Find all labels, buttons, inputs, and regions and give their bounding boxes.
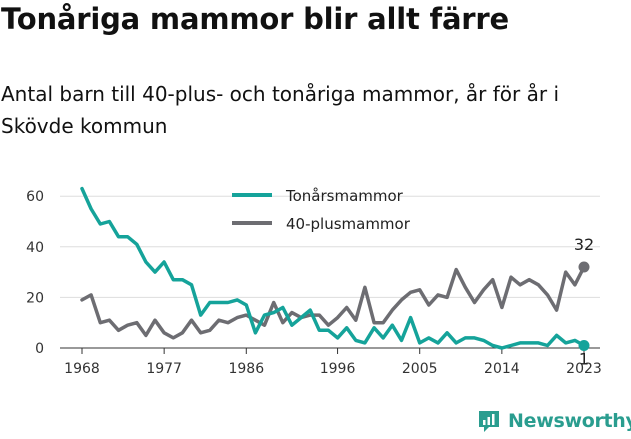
x-tick-label: 1968 xyxy=(64,361,100,377)
y-tick-label: 0 xyxy=(35,341,44,357)
x-tick-label: 2014 xyxy=(484,361,520,377)
forty-plus-end-point xyxy=(578,261,590,273)
legend-label: 40-plusmammor xyxy=(286,215,411,233)
teen-end-point xyxy=(578,339,590,351)
y-tick-label: 40 xyxy=(26,240,44,256)
x-tick-label: 2023 xyxy=(566,361,602,377)
teen-end-label: 1 xyxy=(579,349,589,368)
y-tick-label: 60 xyxy=(26,189,44,205)
brand-name: Newsworthy xyxy=(508,410,631,432)
y-tick-label: 20 xyxy=(26,290,44,306)
newsworthy-logo-icon xyxy=(479,411,499,432)
legend-label: Tonårsmammor xyxy=(285,187,404,205)
chart-subtitle: Antal barn till 40-plus- och tonåriga ma… xyxy=(1,82,560,138)
chart-title: Tonåriga mammor blir allt färre xyxy=(1,2,509,36)
forty-plus-end-label: 32 xyxy=(574,235,594,254)
forty-plus-series-line xyxy=(80,265,586,340)
x-tick-label: 1996 xyxy=(320,361,356,377)
teen-series-line xyxy=(80,186,586,350)
brand-logo: Newsworthy xyxy=(476,408,631,434)
x-tick-label: 1977 xyxy=(146,361,182,377)
x-tick-label: 1986 xyxy=(228,361,264,377)
line-chart: 0 20 40 60 1968 1977 1986 1996 2005 2014 2023 Ton… xyxy=(26,186,602,377)
x-tick-label: 2005 xyxy=(402,361,438,377)
